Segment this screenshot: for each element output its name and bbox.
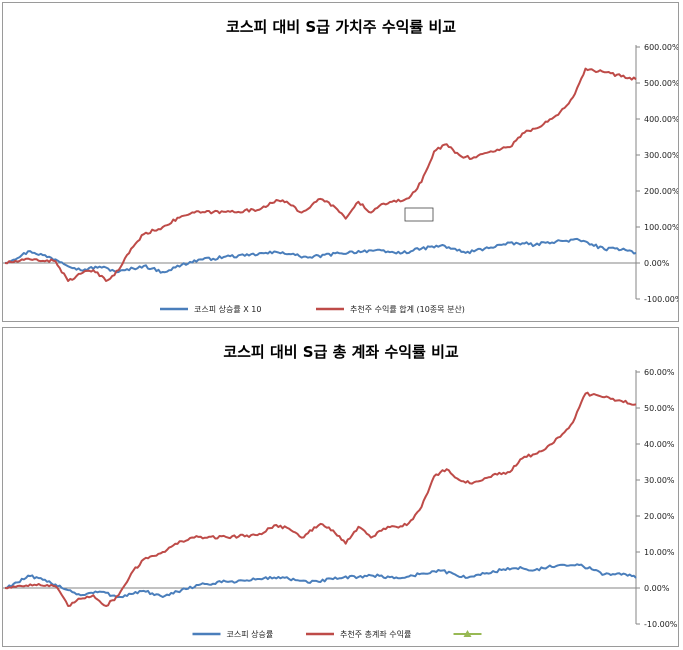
y-tick-label: 20.00% [644, 512, 675, 521]
legend-triangle-marker [463, 630, 472, 637]
legend-label: 코스피 상승률 X 10 [194, 304, 261, 314]
y-tick-label: 10.00% [644, 548, 675, 557]
series-line-0 [4, 563, 637, 599]
series-line-1 [4, 391, 637, 607]
series-line-0 [4, 237, 637, 274]
legend-label: 코스피 상승률 [227, 629, 274, 639]
chart-legend: 코스피 상승률 X 10 추천주 수익률 합계 (10종목 분산) [160, 304, 465, 314]
legend-label: 추천주 총계좌 수익률 [340, 629, 411, 639]
y-tick-label: 400.00% [644, 115, 678, 124]
chart-canvas-top: 코스피 대비 S급 가치주 수익률 비교 -100.00% 0.00% 100.00… [3, 18, 678, 314]
chart-title: 코스피 대비 S급 총 계좌 수익률 비교 [223, 343, 459, 361]
y-tick-label: 200.00% [644, 187, 678, 196]
y-tick-label: 40.00% [644, 440, 675, 449]
y-tick-label: -10.00% [644, 620, 678, 629]
y-ticks-group: -100.00% 0.00% 100.00% 200.00% 300.00% 400.00… [636, 43, 678, 304]
legend-label: 추천주 수익률 합계 (10종목 분산) [350, 304, 465, 314]
chart-legend: 코스피 상승률 추천주 총계좌 수익률 [192, 629, 482, 639]
y-tick-label: -100.00% [644, 295, 678, 304]
y-tick-label: 300.00% [644, 151, 678, 160]
y-tick-label: 100.00% [644, 223, 678, 232]
y-tick-label: 600.00% [644, 43, 678, 52]
series-group [4, 67, 637, 282]
series-line-1 [4, 67, 637, 282]
y-tick-label: 0.00% [644, 584, 670, 593]
series-group [4, 391, 637, 607]
y-tick-label: 0.00% [644, 259, 670, 268]
y-ticks-group: -10.00% 0.00% 10.00% 20.00% 30.00% 40.00% 50.0… [636, 368, 678, 629]
chart-title: 코스피 대비 S급 가치주 수익률 비교 [226, 18, 456, 36]
y-tick-label: 50.00% [644, 404, 675, 413]
y-tick-label: 500.00% [644, 79, 678, 88]
empty-text-box [404, 207, 434, 222]
chart-panel-bottom: 코스피 대비 S급 총 계좌 수익률 비교 -10.00% 0.00% 10.00%… [2, 327, 679, 647]
y-tick-label: 30.00% [644, 476, 675, 485]
chart-panel-top: 코스피 대비 S급 가치주 수익률 비교 -100.00% 0.00% 100.00… [2, 2, 679, 322]
y-tick-label: 60.00% [644, 368, 675, 377]
chart-canvas-bottom: 코스피 대비 S급 총 계좌 수익률 비교 -10.00% 0.00% 10.00%… [3, 343, 678, 639]
